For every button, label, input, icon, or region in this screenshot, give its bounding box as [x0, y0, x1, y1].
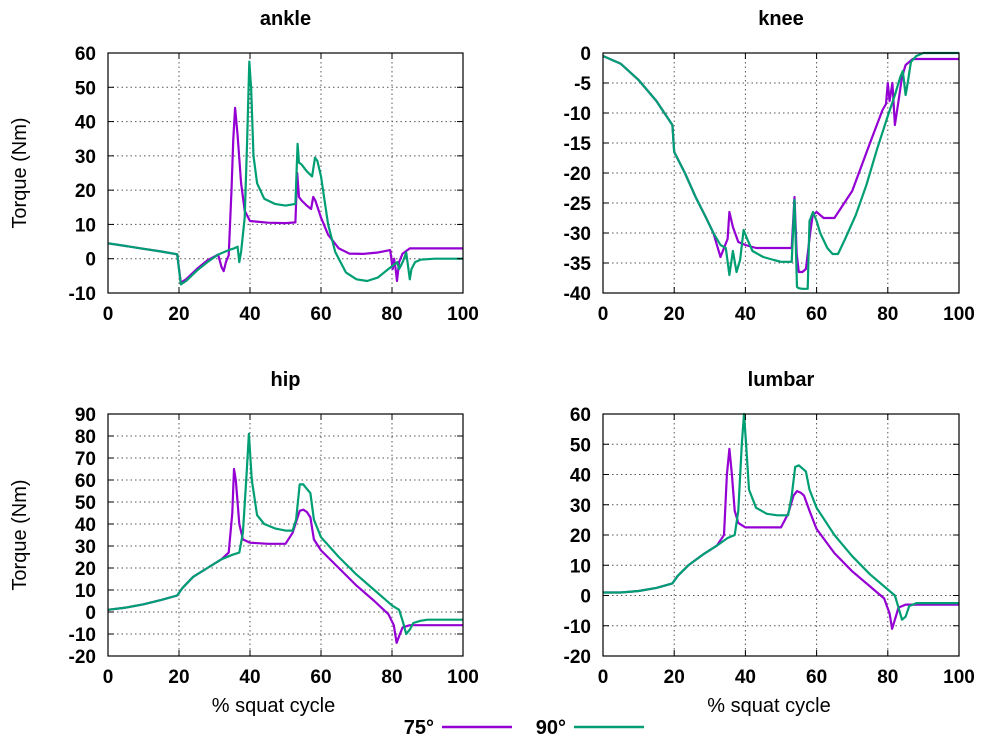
y-tick-label: 30	[75, 537, 96, 558]
series-line-75	[603, 447, 959, 630]
y-tick-label: 50	[75, 493, 96, 514]
y-tick-label: 0	[580, 587, 591, 608]
series-line-90	[107, 432, 463, 636]
legend-label-75: 75°	[404, 717, 434, 739]
panel-hip: 0 20 40 60 80 100-20-100102030405060708090hip…	[9, 369, 479, 717]
chart-title: lumbar	[748, 369, 815, 391]
x-tick-label: 40	[239, 304, 260, 325]
y-tick-label: 10	[75, 215, 96, 236]
x-tick-label: 0	[103, 304, 114, 325]
y-tick-label: 40	[75, 113, 96, 134]
y-tick-label: 0	[580, 44, 591, 65]
series-line-90	[603, 412, 959, 621]
x-tick-label: 60	[310, 667, 331, 688]
x-tick-label: 60	[806, 667, 827, 688]
y-tick-label: 20	[75, 559, 96, 580]
x-tick-label: 0	[598, 304, 609, 325]
y-tick-label: -5	[574, 74, 591, 95]
x-tick-label: 60	[806, 304, 827, 325]
y-tick-label: 90	[75, 405, 96, 426]
y-tick-label: 40	[75, 515, 96, 536]
y-tick-label: 20	[75, 181, 96, 202]
y-tick-label: 60	[75, 471, 96, 492]
y-tick-label: 60	[570, 405, 591, 426]
y-tick-label: 30	[570, 496, 591, 517]
panel-lumbar: 0 20 40 60 80 100 -20 -10 0 10 20 30 40 50 60 lumbar % s…	[564, 369, 975, 717]
series-line-75	[107, 106, 463, 284]
x-tick-label: 100	[447, 667, 479, 688]
y-tick-label: 70	[75, 449, 96, 470]
legend: 75° 90°	[404, 717, 644, 739]
series-line-75	[107, 467, 463, 644]
y-tick-label: 10	[75, 581, 96, 602]
y-tick-label: 50	[75, 78, 96, 99]
x-tick-label: 40	[239, 667, 260, 688]
x-axis-label: % squat cycle	[212, 695, 335, 717]
x-axis-label: % squat cycle	[707, 695, 830, 717]
y-tick-label: 30	[75, 147, 96, 168]
legend-label-90: 90°	[536, 717, 566, 739]
y-tick-label: -20	[564, 647, 591, 668]
x-tick-label: 80	[381, 667, 402, 688]
x-tick-label: 100	[943, 667, 975, 688]
chart-title: knee	[758, 8, 804, 30]
series-line-90	[602, 51, 959, 290]
plot-frame	[107, 52, 464, 294]
x-tick-label: 80	[381, 304, 402, 325]
x-tick-label: 0	[598, 667, 609, 688]
x-tick-label: 0	[103, 667, 114, 688]
y-tick-label: -10	[69, 625, 96, 646]
y-tick-label: -20	[69, 647, 96, 668]
y-tick-label: -30	[564, 224, 591, 245]
chart-title: ankle	[260, 8, 311, 30]
x-tick-label: 60	[310, 304, 331, 325]
y-tick-label: -35	[564, 254, 592, 275]
y-tick-label: 80	[75, 427, 96, 448]
chart-title: hip	[271, 369, 301, 391]
x-tick-label: 80	[877, 667, 898, 688]
y-tick-label: 50	[570, 435, 591, 456]
y-axis-label: Torque (Nm)	[9, 117, 31, 228]
y-tick-label: 10	[570, 556, 591, 577]
y-tick-label: -10	[564, 104, 591, 125]
y-axis-label: Torque (Nm)	[9, 479, 31, 590]
y-tick-label: 60	[75, 44, 96, 65]
x-tick-label: 20	[168, 667, 189, 688]
y-tick-label: 0	[85, 603, 96, 624]
y-tick-label: -40	[564, 284, 591, 305]
x-tick-label: 80	[877, 304, 898, 325]
x-tick-label: 20	[168, 304, 189, 325]
panel-ankle: 0 20 40 60 80 100 -10 0 10 20 30 40 50 60 ankle Torque …	[9, 8, 479, 325]
y-tick-label: 40	[570, 466, 591, 487]
y-tick-label: 20	[570, 526, 591, 547]
plot-frame	[107, 413, 464, 657]
y-tick-label: -25	[564, 194, 592, 215]
x-tick-label: 100	[943, 304, 975, 325]
x-tick-label: 40	[735, 304, 756, 325]
panel-knee: 0 20 40 60 80 100 -40 -35 -30 -25 -20 -15 -10 -5 0 knee	[564, 8, 975, 325]
x-tick-label: 20	[664, 304, 685, 325]
y-tick-label: -10	[564, 617, 591, 638]
x-tick-label: 40	[735, 667, 756, 688]
series-line-90	[107, 60, 463, 286]
y-tick-label: -15	[564, 134, 592, 155]
y-tick-label: -10	[69, 284, 96, 305]
x-tick-label: 100	[447, 304, 479, 325]
y-tick-label: 0	[85, 250, 96, 271]
x-tick-label: 20	[664, 667, 685, 688]
y-tick-label: -20	[564, 164, 591, 185]
